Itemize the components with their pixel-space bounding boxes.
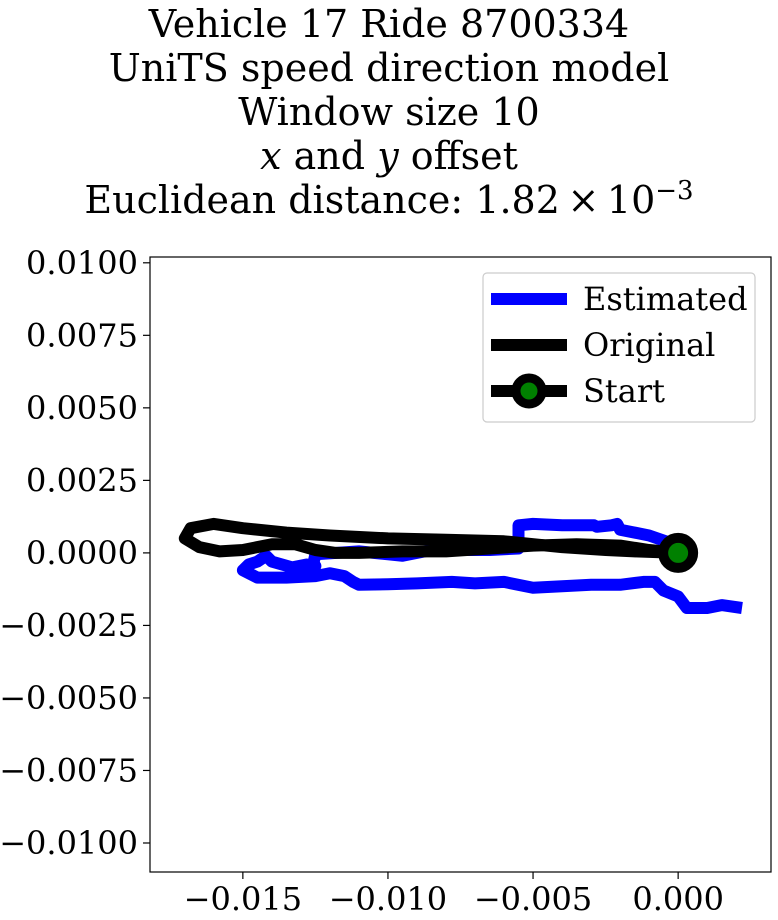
- series-line-original: [178, 517, 679, 559]
- x-tick-label: 0.000: [632, 880, 724, 918]
- title-x-var: x: [260, 134, 282, 178]
- title-line-4: x and y offset: [0, 134, 778, 178]
- x-tick-label: −0.015: [184, 880, 302, 918]
- series-line-estimated: [236, 517, 743, 614]
- y-tick-label: 0.0100: [26, 244, 138, 282]
- start-marker: [658, 532, 699, 573]
- legend-label-start: Start: [583, 372, 665, 410]
- title-and: and: [281, 134, 378, 178]
- title-y-var: y: [377, 134, 399, 178]
- legend-label-original: Original: [583, 326, 715, 364]
- title-distance: Euclidean distance: 1.82 × 10: [84, 178, 656, 222]
- legend-box: [482, 272, 756, 423]
- title-line-1: Vehicle 17 Ride 8700334: [148, 2, 630, 46]
- y-tick-label: 0.0025: [26, 461, 138, 499]
- y-tick-label: −0.0100: [0, 824, 138, 862]
- y-tick-label: 0.0075: [26, 316, 138, 354]
- title-offset: offset: [398, 134, 518, 178]
- y-tick-label: −0.0025: [0, 606, 138, 644]
- x-tick-label: −0.010: [329, 880, 447, 918]
- plot-frame: [149, 256, 772, 873]
- legend-start-marker: [511, 373, 547, 409]
- title-exponent: −3: [655, 176, 694, 206]
- title-line-2: UniTS speed direction model: [108, 46, 670, 90]
- y-tick-label: −0.0075: [0, 751, 138, 789]
- x-tick-label: −0.005: [474, 880, 592, 918]
- chart-title: Vehicle 17 Ride 8700334 UniTS speed dire…: [0, 2, 778, 222]
- y-tick-label: 0.0050: [26, 389, 138, 427]
- title-line-5: Euclidean distance: 1.82 × 10−3: [0, 178, 778, 222]
- y-tick-label: −0.0050: [0, 679, 138, 717]
- legend-label-estimated: Estimated: [583, 280, 748, 318]
- title-line-3: Window size 10: [238, 90, 540, 134]
- y-tick-label: 0.0000: [26, 534, 138, 572]
